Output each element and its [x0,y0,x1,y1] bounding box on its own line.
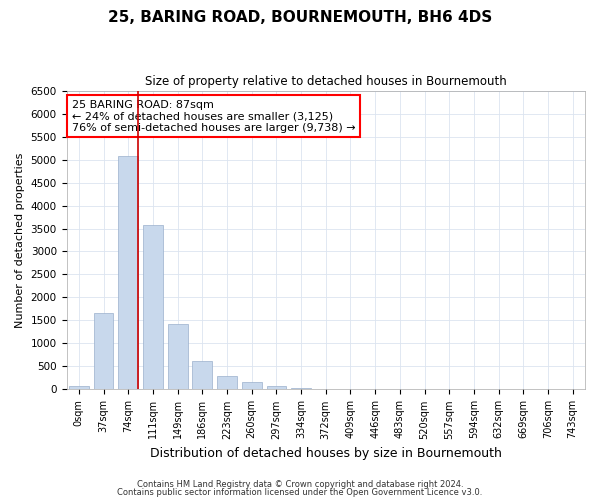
Bar [143,225,163,390]
Text: Contains HM Land Registry data © Crown copyright and database right 2024.: Contains HM Land Registry data © Crown c… [137,480,463,489]
Title: Size of property relative to detached houses in Bournemouth: Size of property relative to detached ho… [145,75,506,88]
Bar [217,376,237,390]
Bar [242,382,262,390]
X-axis label: Distribution of detached houses by size in Bournemouth: Distribution of detached houses by size … [150,447,502,460]
Bar [193,362,212,390]
Bar [69,386,89,390]
Text: 25 BARING ROAD: 87sqm
← 24% of detached houses are smaller (3,125)
76% of semi-d: 25 BARING ROAD: 87sqm ← 24% of detached … [72,100,355,132]
Bar [118,156,138,390]
Y-axis label: Number of detached properties: Number of detached properties [15,152,25,328]
Bar [266,386,286,390]
Bar [291,388,311,390]
Text: 25, BARING ROAD, BOURNEMOUTH, BH6 4DS: 25, BARING ROAD, BOURNEMOUTH, BH6 4DS [108,10,492,25]
Bar [94,313,113,390]
Bar [168,324,188,390]
Text: Contains public sector information licensed under the Open Government Licence v3: Contains public sector information licen… [118,488,482,497]
